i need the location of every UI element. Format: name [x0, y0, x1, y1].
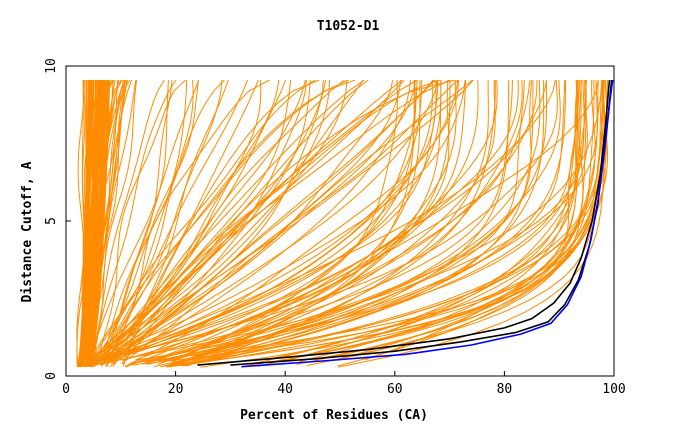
model-curve — [96, 80, 249, 366]
model-curve — [100, 80, 346, 367]
model-curve — [89, 80, 165, 365]
x-tick-label: 0 — [62, 382, 70, 397]
model-curve — [186, 80, 534, 365]
model-curve — [113, 80, 434, 362]
model-curve — [106, 80, 364, 363]
model-curve — [104, 80, 441, 361]
model-curve — [99, 80, 169, 362]
model-curve — [83, 80, 100, 367]
model-curve — [90, 80, 416, 364]
model-curve — [83, 80, 433, 366]
model-curve — [129, 80, 548, 365]
model-curve — [172, 80, 548, 362]
x-axis-ticks: 0 20 40 60 80 100 — [62, 371, 626, 397]
model-curve — [241, 80, 579, 368]
model-curve — [104, 80, 474, 362]
highlight-curve-1 — [197, 80, 611, 366]
model-curve — [122, 80, 320, 365]
model-curve — [266, 80, 578, 361]
model-curve — [90, 80, 438, 368]
model-curve — [91, 80, 316, 365]
model-curve — [172, 80, 531, 365]
model-curve — [338, 80, 605, 368]
model-curve — [81, 80, 262, 368]
model-curve — [170, 80, 418, 362]
model-curve — [91, 80, 177, 366]
model-curve — [86, 80, 200, 363]
model-curve — [101, 80, 459, 365]
model-curve — [108, 80, 311, 363]
model-curve — [129, 80, 561, 364]
highlight-curve-3 — [241, 80, 614, 368]
y-axis-ticks: 0 5 10 — [44, 58, 71, 380]
x-tick-label: 20 — [168, 382, 184, 397]
model-curve — [94, 80, 330, 361]
model-curve — [86, 80, 350, 367]
plot-area — [76, 80, 614, 368]
model-curve — [86, 80, 442, 367]
model-curves — [76, 80, 614, 368]
model-curve — [178, 80, 603, 363]
model-curve — [99, 80, 173, 366]
model-curve — [76, 80, 85, 365]
x-axis-label: Percent of Residues (CA) — [240, 408, 428, 423]
model-curve — [157, 80, 599, 362]
x-tick-label: 100 — [602, 382, 625, 397]
model-curve — [81, 80, 97, 367]
model-curve — [136, 80, 582, 361]
model-curve — [90, 80, 405, 362]
model-curve — [330, 80, 587, 362]
model-curve — [182, 80, 496, 365]
x-tick-label: 60 — [387, 382, 403, 397]
model-curve — [88, 80, 109, 367]
y-tick-label: 10 — [44, 58, 59, 74]
model-curve — [135, 80, 416, 361]
model-curve — [112, 80, 259, 367]
model-curve — [142, 80, 421, 365]
model-curve — [106, 80, 188, 368]
model-curve — [82, 80, 348, 365]
model-curve — [90, 80, 138, 366]
model-curve — [166, 80, 523, 368]
chart-title: T1052-D1 — [317, 19, 380, 34]
model-curve — [166, 80, 442, 367]
model-curve — [299, 80, 585, 362]
model-curve — [170, 80, 541, 364]
model-curve — [121, 80, 467, 361]
y-tick-label: 0 — [44, 372, 59, 380]
model-curve — [95, 80, 498, 366]
model-curve — [78, 80, 90, 367]
model-curve — [99, 80, 558, 361]
y-axis-label: Distance Cutoff, A — [20, 161, 35, 302]
y-tick-label: 5 — [44, 217, 59, 225]
model-curve — [96, 80, 365, 363]
x-tick-label: 40 — [277, 382, 293, 397]
model-curve — [106, 80, 513, 364]
model-curve — [163, 80, 545, 367]
model-curve — [249, 80, 578, 365]
model-curve — [122, 80, 369, 364]
model-curve — [176, 80, 510, 366]
model-curve — [97, 80, 187, 362]
x-tick-label: 80 — [497, 382, 513, 397]
model-curve — [83, 80, 106, 368]
model-curve — [268, 80, 595, 364]
model-curve — [105, 80, 286, 367]
model-curve — [100, 80, 356, 362]
model-curve — [90, 80, 437, 365]
model-curve — [181, 80, 604, 367]
model-curve — [125, 80, 599, 368]
model-curve — [183, 80, 567, 367]
